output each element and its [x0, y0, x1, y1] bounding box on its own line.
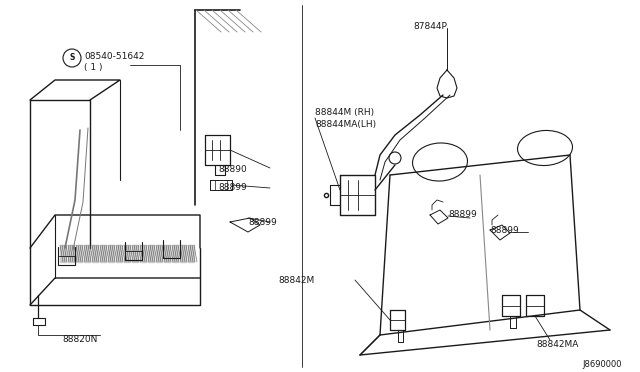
Text: 88842MA: 88842MA [536, 340, 579, 349]
Text: 88844MA(LH): 88844MA(LH) [315, 120, 376, 129]
Polygon shape [76, 245, 82, 262]
Polygon shape [100, 245, 106, 262]
Text: 88899: 88899 [248, 218, 276, 227]
Polygon shape [116, 245, 122, 262]
Text: ( 1 ): ( 1 ) [84, 63, 102, 72]
Text: S: S [69, 54, 75, 62]
Text: 08540-51642: 08540-51642 [84, 52, 145, 61]
Polygon shape [188, 245, 194, 262]
Polygon shape [124, 245, 130, 262]
Polygon shape [108, 245, 114, 262]
Text: 88899: 88899 [448, 210, 477, 219]
Polygon shape [172, 245, 178, 262]
Polygon shape [140, 245, 146, 262]
Polygon shape [132, 245, 138, 262]
Polygon shape [180, 245, 186, 262]
Polygon shape [156, 245, 162, 262]
Text: 88890: 88890 [218, 165, 247, 174]
Polygon shape [148, 245, 154, 262]
Polygon shape [164, 245, 170, 262]
Text: 88899: 88899 [490, 226, 519, 235]
Text: J8690000: J8690000 [582, 360, 622, 369]
Polygon shape [60, 245, 66, 262]
Text: 88899: 88899 [218, 183, 247, 192]
Polygon shape [92, 245, 98, 262]
Text: 87844P: 87844P [413, 22, 447, 31]
Text: 88842M: 88842M [279, 276, 315, 285]
Text: 88820N: 88820N [62, 335, 98, 344]
Polygon shape [68, 245, 74, 262]
Polygon shape [84, 245, 90, 262]
Text: 88844M (RH): 88844M (RH) [315, 108, 374, 117]
